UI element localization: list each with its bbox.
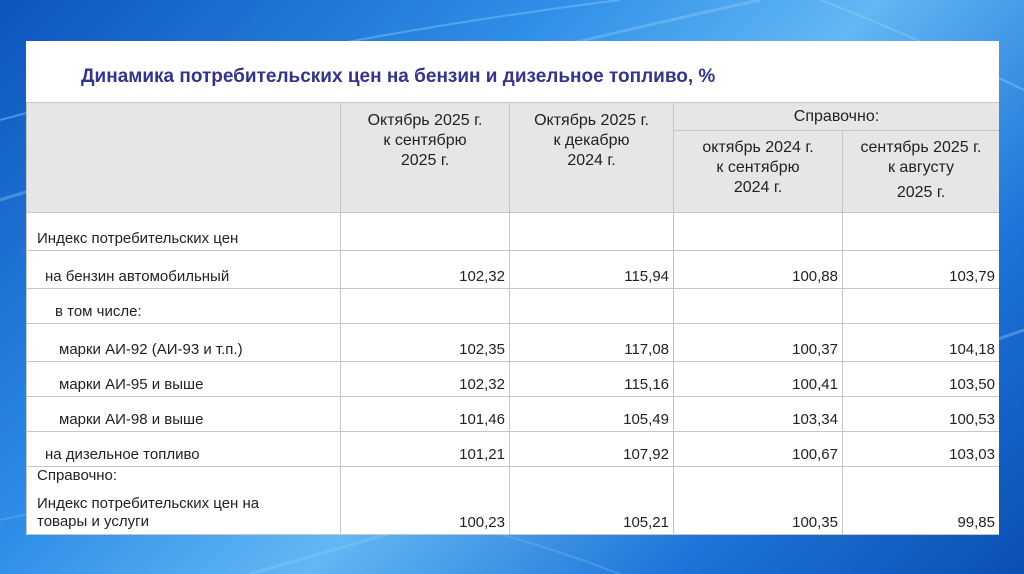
table-card: Динамика потребительских цен на бензин и… — [26, 41, 999, 535]
cell-value — [842, 212, 999, 251]
price-table: Октябрь 2025 г. к сентябрю 2025 г. Октяб… — [26, 102, 999, 535]
cell-value: 103,79 — [842, 250, 999, 289]
row-label: Индекс потребительских цен — [26, 212, 341, 251]
cell-value: 107,92 — [509, 431, 674, 467]
table-row: марки АИ-98 и выше 101,46 105,49 103,34 … — [26, 396, 999, 432]
table-row: на бензин автомобильный 102,32 115,94 10… — [26, 250, 999, 289]
cell-value: 104,18 — [842, 323, 999, 362]
cpi-goods-services-label: Индекс потребительских цен на товары и у… — [37, 495, 260, 530]
cell-value: 100,35 — [673, 466, 843, 535]
cell-value: 101,46 — [340, 396, 510, 432]
table-row: в том числе: — [26, 288, 999, 324]
table-row: Индекс потребительских цен — [26, 212, 999, 251]
cell-value — [509, 212, 674, 251]
header-col-oct-dec: Октябрь 2025 г. к декабрю 2024 г. — [509, 102, 674, 213]
table-row: марки АИ-95 и выше 102,32 115,16 100,41 … — [26, 361, 999, 397]
table-row: на дизельное топливо 101,21 107,92 100,6… — [26, 431, 999, 467]
cell-value — [673, 288, 843, 324]
header-row: Октябрь 2025 г. к сентябрю 2025 г. Октяб… — [26, 102, 999, 213]
header-empty-cell — [26, 102, 341, 213]
page-title: Динамика потребительских цен на бензин и… — [81, 66, 716, 87]
cell-value: 103,50 — [842, 361, 999, 397]
cell-value: 105,21 — [509, 466, 674, 535]
cell-value: 100,23 — [340, 466, 510, 535]
cell-value — [340, 212, 510, 251]
cell-value: 115,94 — [509, 250, 674, 289]
reference-label: Справочно: — [37, 467, 118, 485]
row-label: марки АИ-92 (АИ-93 и т.п.) — [26, 323, 341, 362]
cell-value: 102,32 — [340, 250, 510, 289]
header-subrow: октябрь 2024 г. к сентябрю 2024 г. сентя… — [27, 130, 999, 213]
cell-value — [340, 288, 510, 324]
cell-value: 103,34 — [673, 396, 843, 432]
row-label: в том числе: — [26, 288, 341, 324]
cell-value: 99,85 — [842, 466, 999, 535]
cell-value — [673, 212, 843, 251]
cell-value: 100,41 — [673, 361, 843, 397]
table-row: марки АИ-92 (АИ-93 и т.п.) 102,35 117,08… — [26, 323, 999, 362]
cell-value: 102,32 — [340, 361, 510, 397]
row-label: Справочно: Индекс потребительских цен на… — [26, 466, 341, 535]
row-label: на бензин автомобильный — [26, 250, 341, 289]
header-col-sep-aug: сентябрь 2025 г. к августу 2025 г. — [842, 130, 999, 213]
header-col-oct-sep: Октябрь 2025 г. к сентябрю 2025 г. — [340, 102, 510, 213]
cell-value: 100,88 — [673, 250, 843, 289]
table-row: Справочно: Индекс потребительских цен на… — [26, 466, 999, 535]
cell-value: 100,37 — [673, 323, 843, 362]
cell-value: 105,49 — [509, 396, 674, 432]
cell-value: 100,67 — [673, 431, 843, 467]
row-label: на дизельное топливо — [26, 431, 341, 467]
cell-value — [509, 288, 674, 324]
row-label: марки АИ-98 и выше — [26, 396, 341, 432]
row-label: марки АИ-95 и выше — [26, 361, 341, 397]
header-col-oct2024-sep: октябрь 2024 г. к сентябрю 2024 г. — [673, 130, 843, 213]
cell-value: 115,16 — [509, 361, 674, 397]
cell-value: 103,03 — [842, 431, 999, 467]
cell-value: 101,21 — [340, 431, 510, 467]
cell-value: 100,53 — [842, 396, 999, 432]
header-reference: Справочно: — [673, 102, 999, 131]
cell-value — [842, 288, 999, 324]
cell-value: 117,08 — [509, 323, 674, 362]
cell-value: 102,35 — [340, 323, 510, 362]
